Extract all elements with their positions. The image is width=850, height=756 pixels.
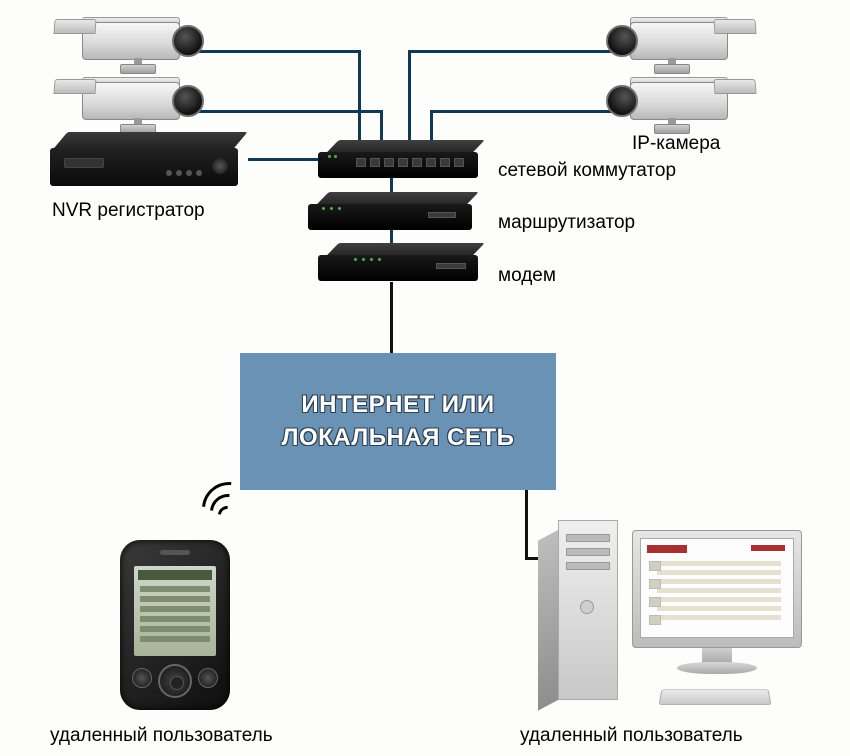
network-cloud-box: ИНТЕРНЕТ ИЛИ ЛОКАЛЬНАЯ СЕТЬ [240, 353, 556, 490]
label-router: маршрутизатор [498, 212, 635, 234]
label-modem: модем [498, 265, 556, 287]
pc-tower [538, 520, 618, 700]
wire-cam-tr-h [408, 50, 614, 53]
wire-cam-br-h [430, 110, 614, 113]
wire-cam-br-v [430, 110, 433, 142]
keyboard [659, 689, 772, 705]
label-remote-user-left: удаленный пользователь [50, 725, 273, 747]
modem [318, 243, 478, 283]
network-switch [318, 140, 478, 180]
ip-camera-2 [60, 82, 200, 134]
label-ip-camera: IP-камера [632, 133, 720, 155]
wire-cam-tr-v [408, 50, 411, 142]
wifi-icon [200, 470, 270, 540]
label-nvr: NVR регистратор [52, 200, 205, 222]
label-switch: сетевой коммутатор [498, 160, 676, 182]
smartphone [120, 540, 230, 710]
ip-camera-4 [610, 82, 750, 134]
center-line-1: ИНТЕРНЕТ ИЛИ [282, 389, 515, 421]
wire-cam-tl-h [198, 50, 360, 53]
ip-camera-3 [610, 22, 750, 74]
wire-cam-tl-v [358, 50, 361, 142]
wire-cloud-pc-v [525, 490, 528, 560]
wire-cam-bl-v [380, 110, 383, 142]
center-line-2: ЛОКАЛЬНАЯ СЕТЬ [282, 422, 515, 454]
router [308, 192, 472, 232]
nvr-recorder [50, 132, 250, 192]
wire-cam-bl-h [198, 110, 382, 113]
wire-modem-cloud [390, 282, 393, 354]
label-remote-user-right: удаленный пользователь [520, 725, 743, 747]
ip-camera-1 [60, 22, 200, 74]
monitor [632, 530, 802, 680]
